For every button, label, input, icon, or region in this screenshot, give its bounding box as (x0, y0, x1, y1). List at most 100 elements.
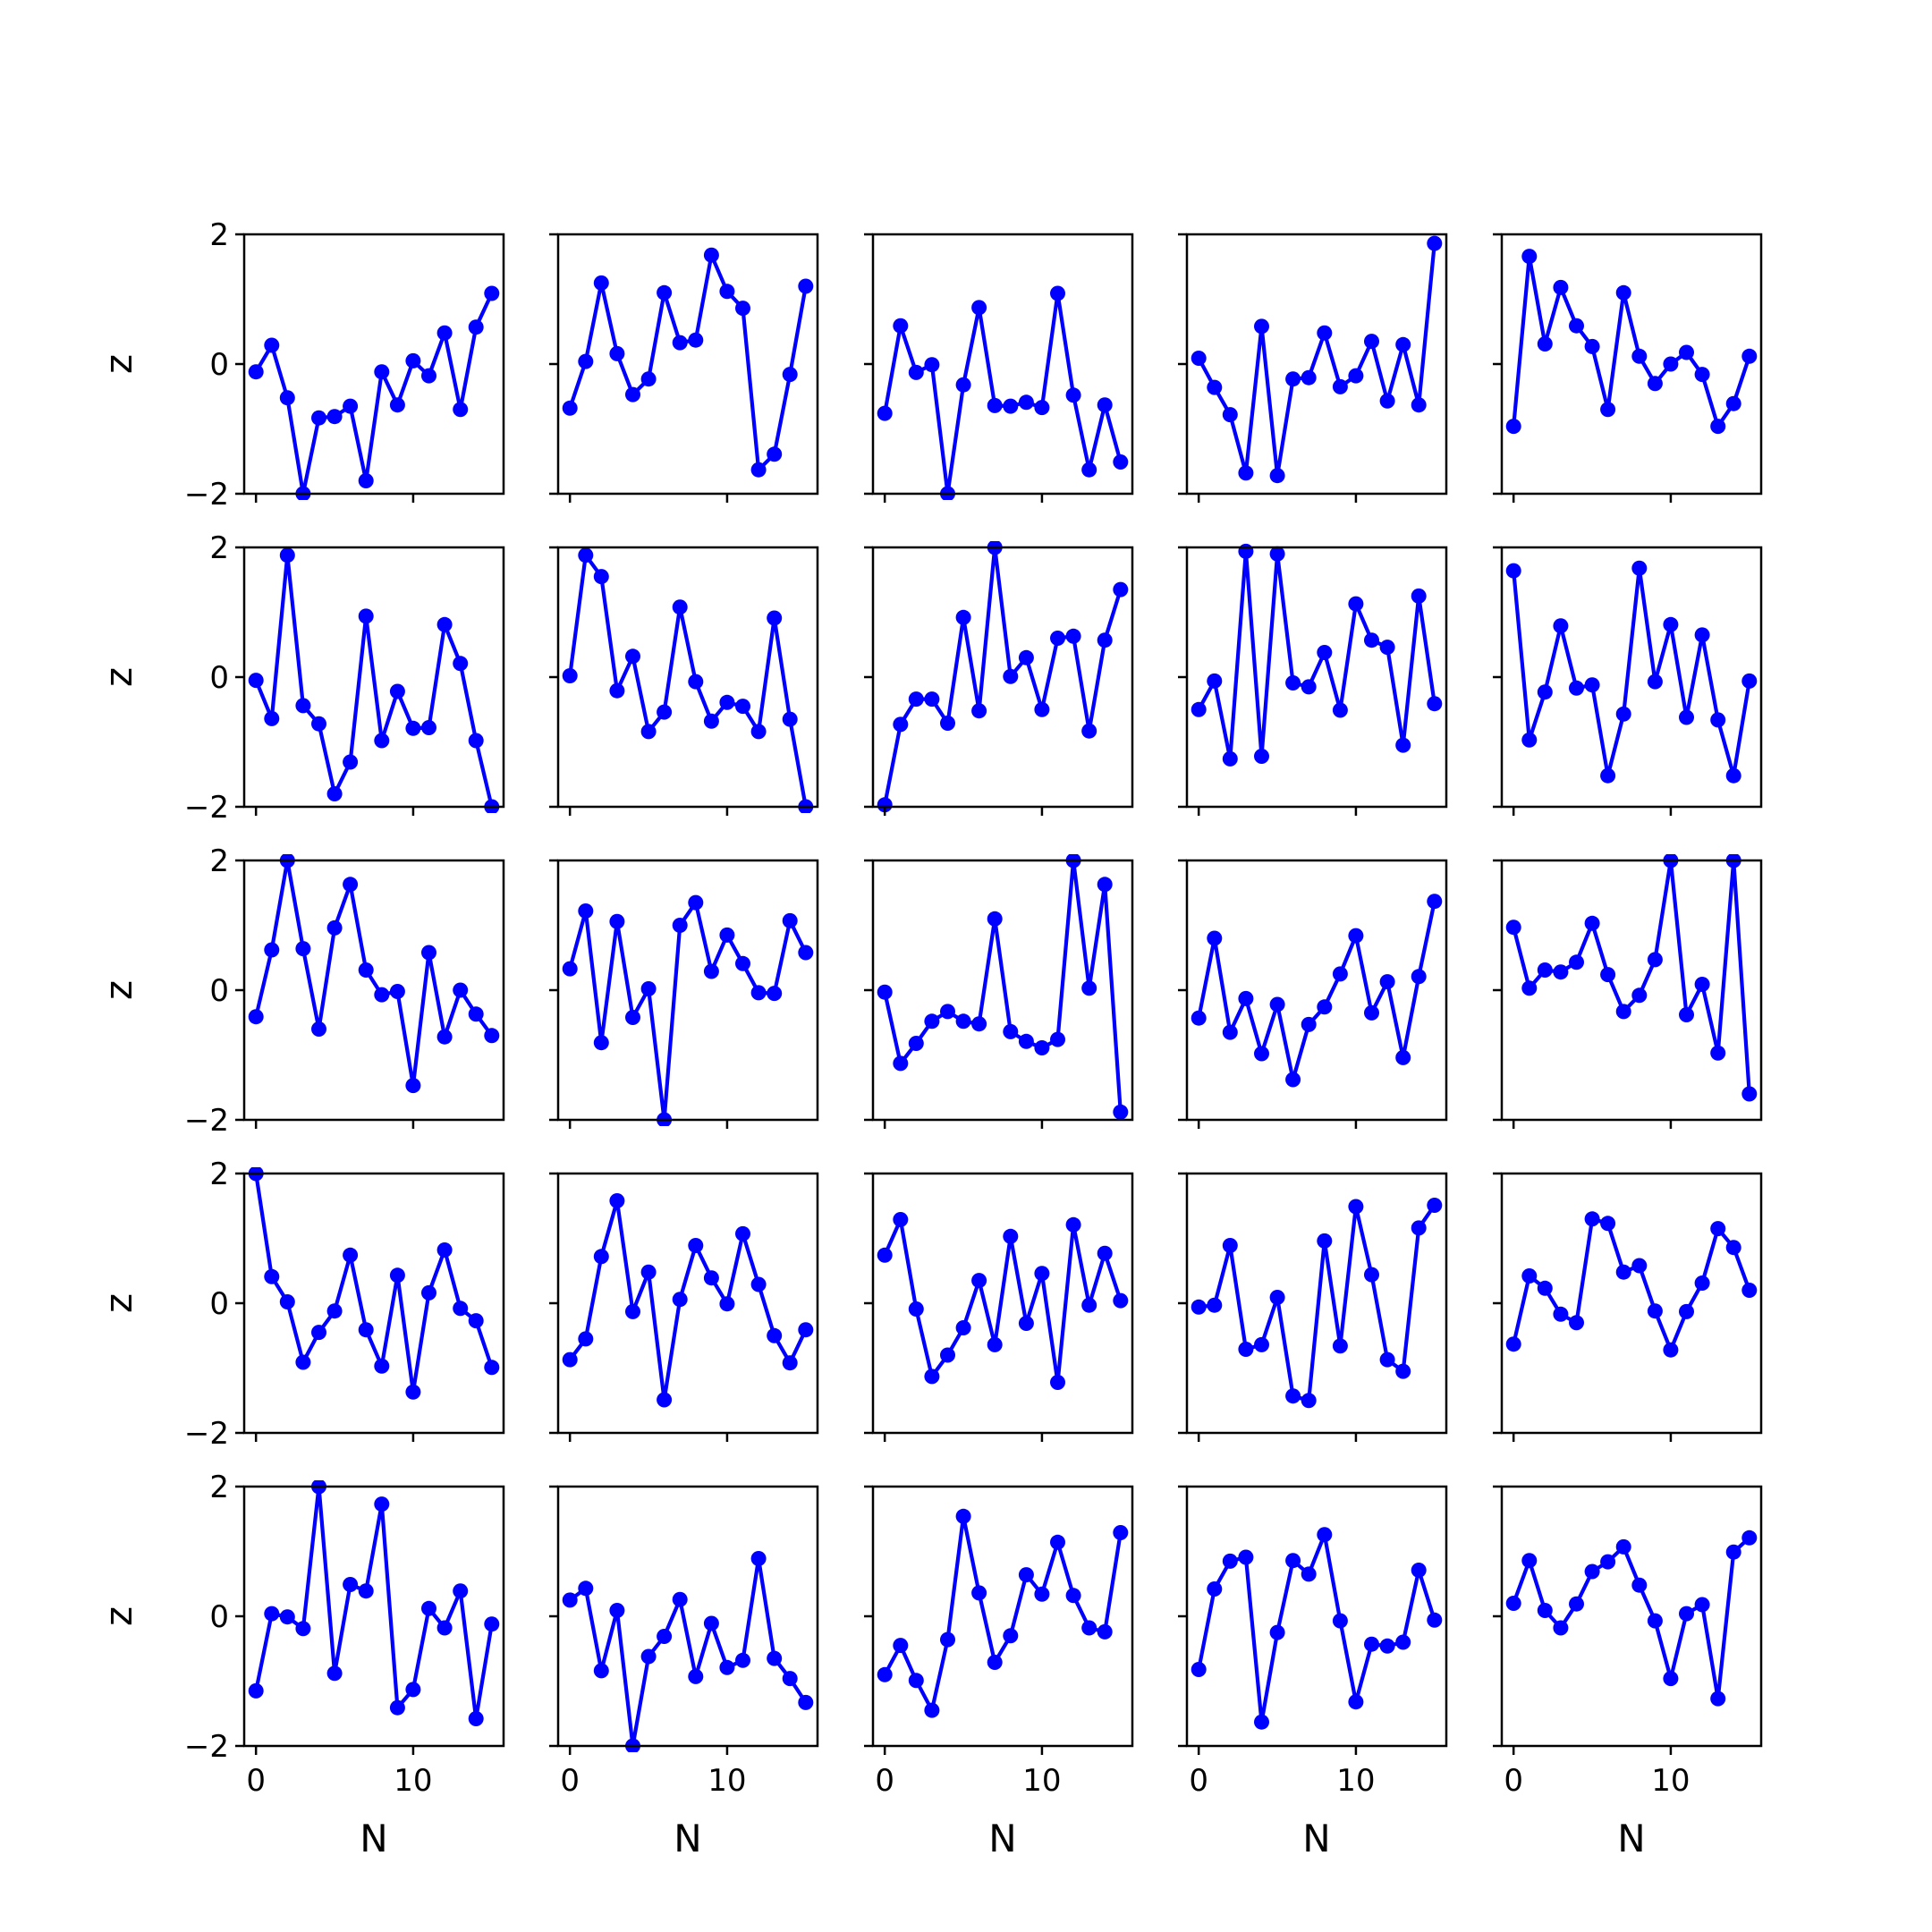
data-point (1679, 1303, 1694, 1319)
data-point (1631, 348, 1648, 364)
data-point (1285, 1072, 1301, 1088)
data-point (468, 1711, 484, 1726)
data-point (484, 1616, 500, 1632)
data-point (1694, 1275, 1710, 1291)
x-tick-label: 0 (1504, 1763, 1523, 1799)
data-point (295, 1354, 311, 1370)
data-point (1191, 1299, 1207, 1315)
x-tick-label: 0 (1189, 1763, 1208, 1799)
series-line (254, 858, 494, 1088)
data-point (1003, 668, 1019, 684)
data-point (703, 247, 719, 263)
data-point (468, 1313, 484, 1329)
data-point (1521, 1268, 1538, 1284)
data-point (940, 1004, 955, 1020)
data-point (279, 1294, 295, 1309)
data-point (436, 325, 453, 341)
panel-r3-c2 (864, 1172, 1134, 1442)
data-point (1663, 616, 1679, 632)
data-point (1553, 964, 1569, 980)
data-point (987, 397, 1003, 413)
series-line (568, 1199, 808, 1402)
data-point (1003, 1228, 1019, 1244)
data-point (1050, 1375, 1065, 1390)
data-point (578, 1331, 594, 1347)
x-tick-label: 10 (394, 1763, 432, 1799)
data-point (1411, 1563, 1427, 1578)
y-tick-label: 0 (209, 660, 229, 696)
data-point (1065, 628, 1081, 644)
data-point (1741, 673, 1758, 689)
data-point (1034, 400, 1050, 416)
data-point (640, 981, 657, 996)
data-point (1034, 1040, 1050, 1055)
y-axis-label: z (97, 1293, 140, 1313)
data-point (1710, 1221, 1726, 1237)
data-point (1427, 235, 1443, 251)
data-point (1379, 393, 1395, 409)
data-point (1395, 1634, 1411, 1650)
data-point (971, 1016, 987, 1032)
data-point (1081, 1297, 1097, 1313)
data-point (767, 986, 783, 1002)
data-point (436, 616, 453, 632)
data-point (453, 1583, 469, 1599)
data-point (1537, 1603, 1553, 1618)
data-point (703, 963, 719, 979)
data-point (326, 409, 343, 425)
data-point (703, 713, 719, 729)
data-point (562, 400, 578, 416)
data-point (1081, 462, 1097, 478)
y-axis-label: z (97, 354, 140, 374)
x-tick-label: 0 (246, 1763, 266, 1799)
data-point (1694, 1597, 1710, 1613)
data-point (971, 703, 987, 719)
data-point (1238, 990, 1254, 1006)
data-point (1285, 1388, 1301, 1404)
data-point (358, 962, 374, 978)
series-line (883, 858, 1123, 1113)
data-point (1081, 980, 1097, 996)
data-point (1332, 966, 1348, 982)
y-tick-label: 0 (209, 1599, 229, 1635)
data-point (1553, 279, 1569, 295)
data-point (374, 1496, 390, 1513)
data-point (719, 694, 735, 710)
data-point (1301, 679, 1317, 695)
data-point (1222, 750, 1238, 767)
data-point (1694, 367, 1710, 383)
data-point (877, 984, 893, 1000)
data-point (767, 1650, 783, 1666)
data-point (1207, 1581, 1223, 1597)
data-point (1238, 465, 1254, 481)
data-point (1301, 1393, 1317, 1409)
data-point (625, 648, 640, 665)
data-point (421, 945, 436, 961)
data-point (1238, 1549, 1254, 1565)
data-point (405, 1682, 421, 1698)
data-point (264, 1268, 280, 1284)
data-point (1254, 1046, 1269, 1062)
data-point (798, 278, 814, 294)
data-point (1741, 348, 1758, 364)
data-point (657, 1629, 673, 1644)
data-point (1725, 395, 1741, 411)
data-point (311, 1021, 326, 1037)
data-point (1081, 723, 1097, 739)
panel-r4-c3: 0 10N (1178, 1485, 1448, 1860)
data-point (1411, 1220, 1427, 1236)
data-point (1269, 546, 1285, 562)
data-point (436, 1620, 453, 1636)
data-point (1710, 1045, 1726, 1061)
data-point (1364, 1004, 1379, 1021)
y-tick-label: 2 (209, 217, 229, 253)
data-point (1553, 1306, 1569, 1322)
data-point (940, 1631, 955, 1648)
data-point (484, 1028, 500, 1044)
data-point (593, 569, 609, 585)
data-point (1222, 1024, 1238, 1040)
data-point (688, 332, 704, 348)
data-point (1317, 325, 1333, 341)
data-point (1615, 284, 1631, 301)
panel-r4-c4: 0 10N (1493, 1485, 1763, 1860)
